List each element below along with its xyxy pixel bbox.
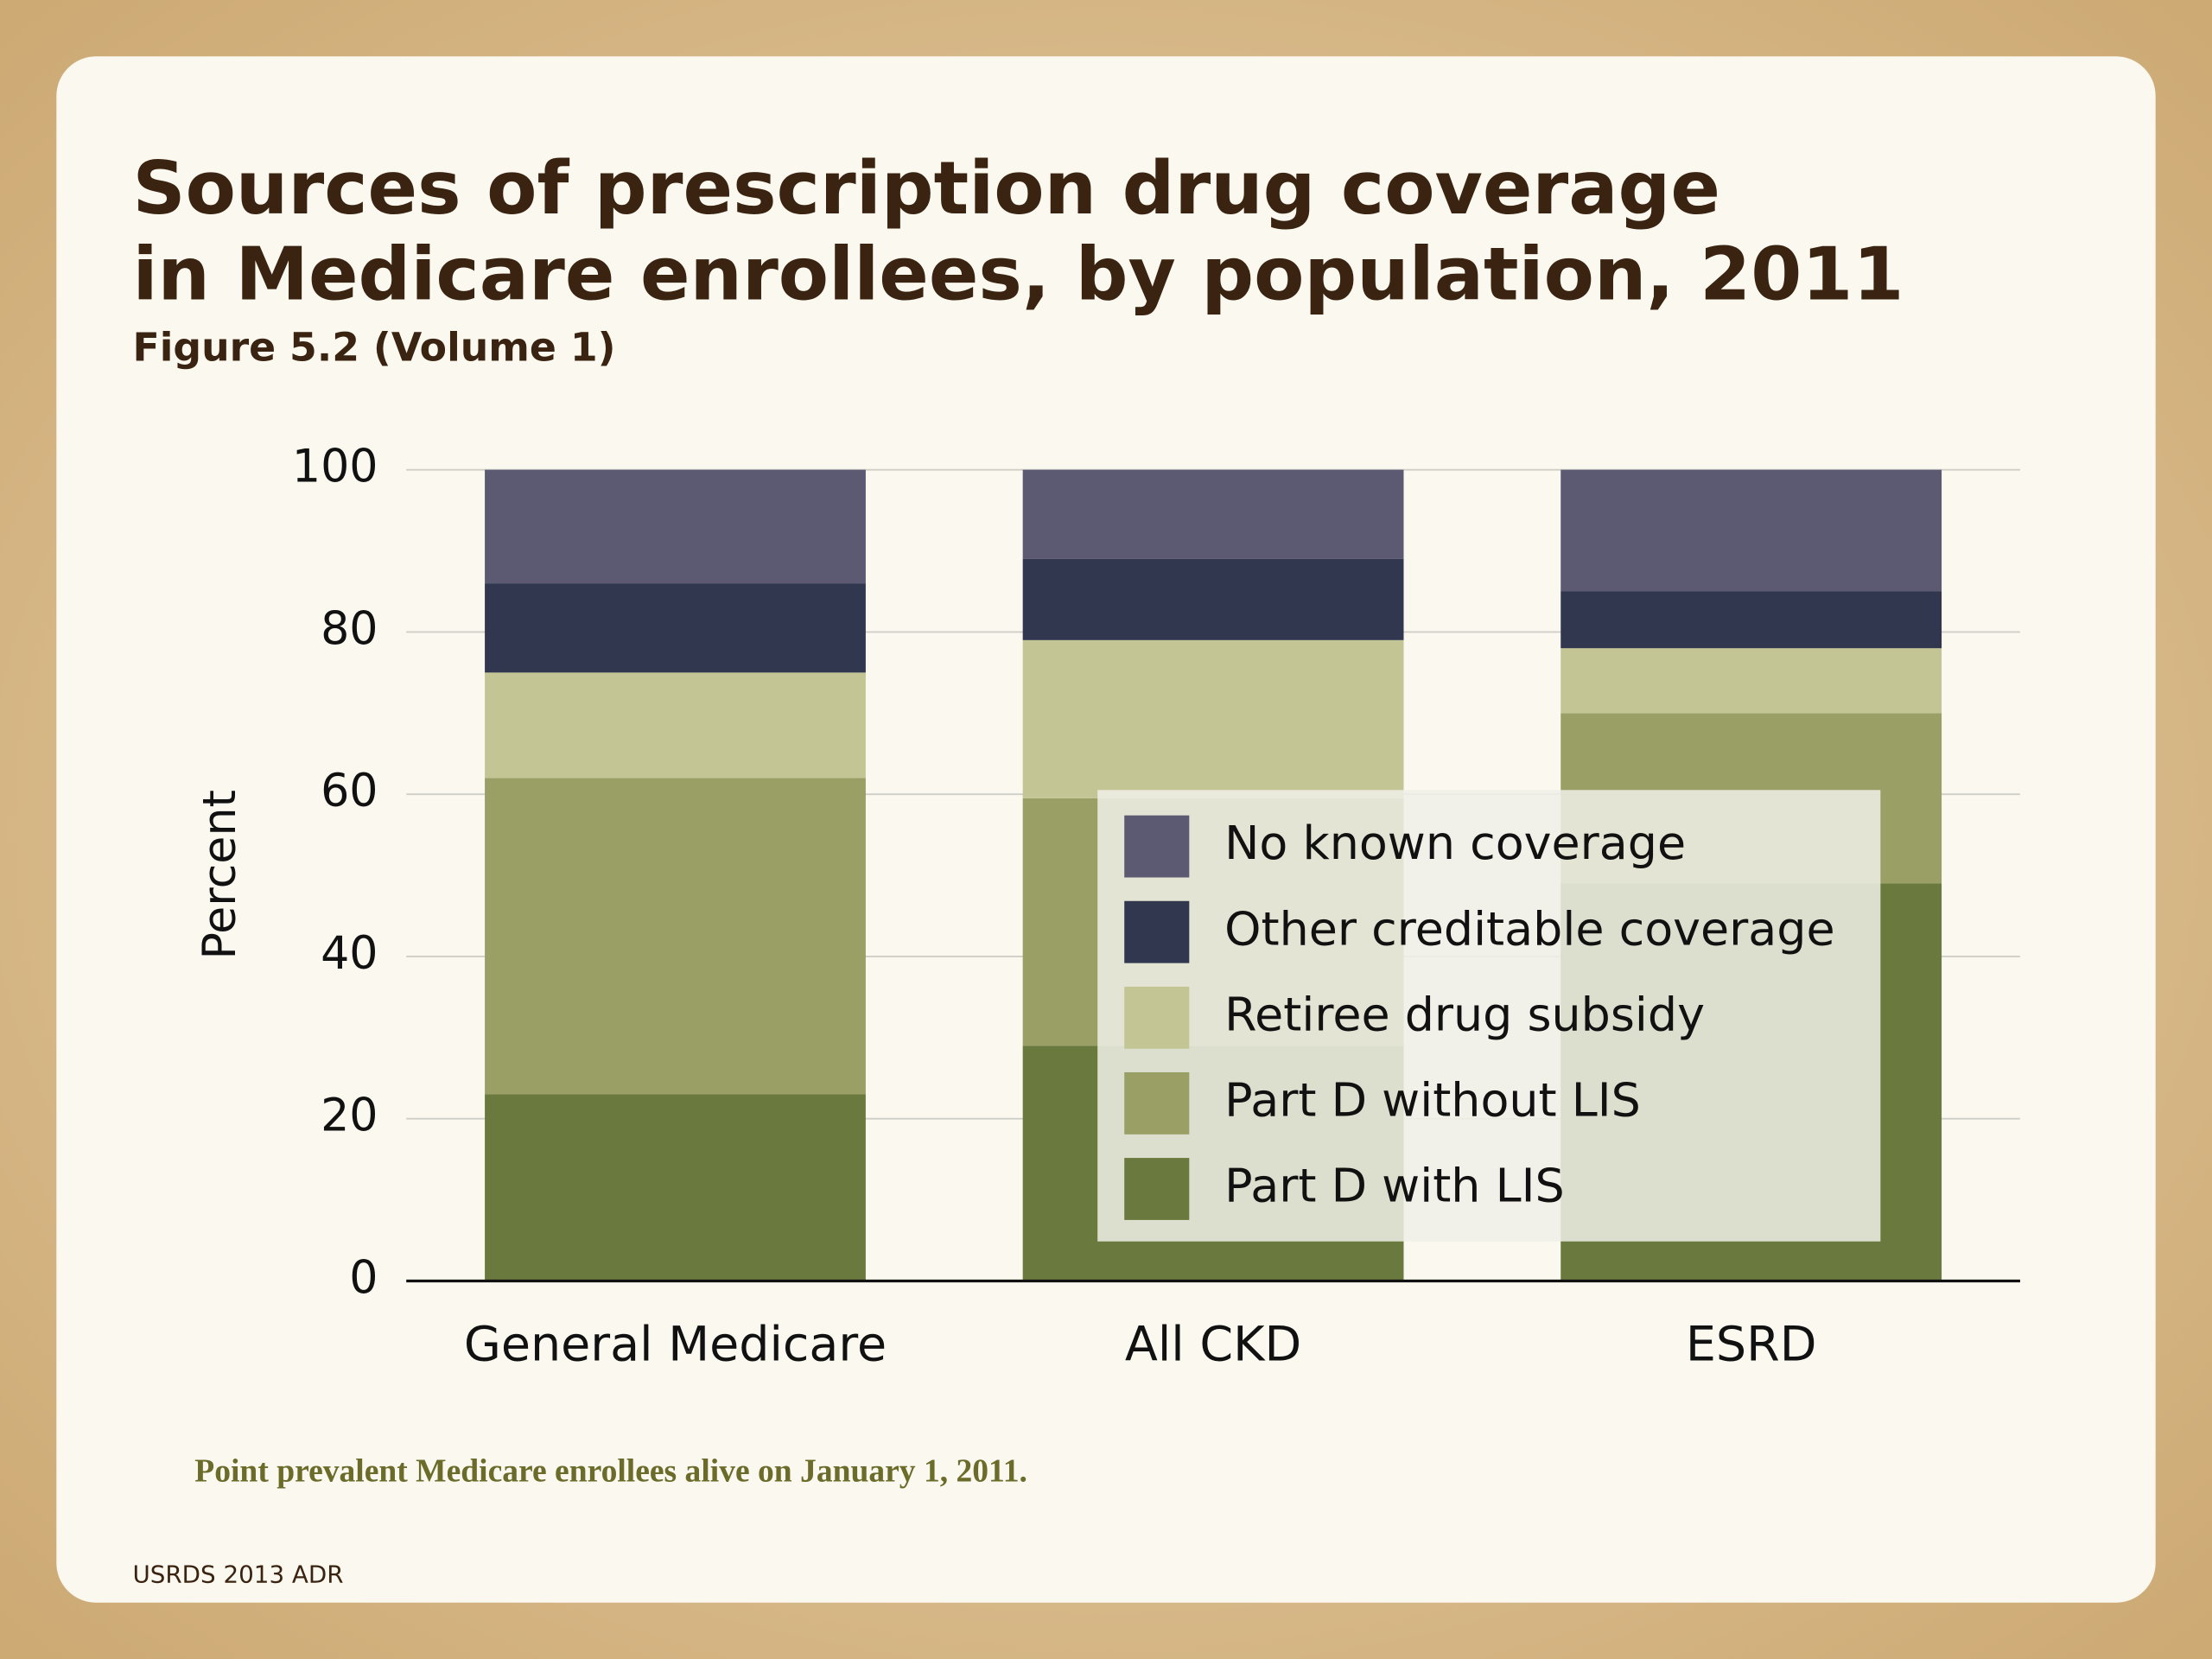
legend-swatch	[1124, 986, 1190, 1049]
bar-segment	[1022, 639, 1404, 798]
legend-swatch	[1124, 900, 1190, 963]
bar-segment	[1560, 469, 1942, 592]
x-tick-label: General Medicare	[464, 1316, 887, 1372]
y-tick-label: 40	[321, 928, 378, 980]
y-axis-label: Percent	[194, 790, 246, 960]
legend-swatch	[1124, 815, 1190, 878]
chart-subtitle: Figure 5.2 (Volume 1)	[132, 324, 615, 370]
legend-label: Retiree drug subsidy	[1224, 987, 1705, 1041]
bar-segment	[485, 778, 866, 1095]
y-tick-label: 0	[349, 1252, 378, 1304]
bar-segment	[485, 672, 866, 779]
legend-label: Part D with LIS	[1224, 1159, 1565, 1213]
legend-label: Part D without LIS	[1224, 1073, 1641, 1128]
bar-segment	[485, 469, 866, 584]
bar-segment	[485, 1094, 866, 1281]
bar-segment	[1022, 558, 1404, 640]
x-tick-label: All CKD	[1125, 1316, 1301, 1372]
legend-label: Other creditable coverage	[1224, 901, 1834, 956]
bar-segment	[1022, 469, 1404, 559]
bar-segment	[485, 583, 866, 673]
x-tick-label: ESRD	[1686, 1316, 1817, 1372]
note: Point prevalent Medicare enrollees alive…	[194, 1454, 1027, 1490]
legend-swatch	[1124, 1158, 1190, 1220]
y-tick-label: 80	[321, 603, 378, 655]
bar-segment	[1560, 591, 1942, 649]
source: USRDS 2013 ADR	[132, 1560, 343, 1589]
bar-segment	[1560, 648, 1942, 714]
y-tick-label: 60	[321, 766, 378, 817]
chart-title: Sources of prescription drug coverage	[132, 146, 1719, 232]
chart-title: in Medicare enrollees, by population, 20…	[132, 232, 1904, 318]
y-tick-label: 100	[292, 442, 378, 493]
legend: Part D with LIS Part D without LIS Retiree…	[1097, 790, 1881, 1242]
legend-label: No known coverage	[1224, 816, 1686, 870]
legend-box	[1097, 790, 1881, 1242]
legend-swatch	[1124, 1071, 1190, 1135]
y-tick-label: 20	[321, 1090, 378, 1142]
